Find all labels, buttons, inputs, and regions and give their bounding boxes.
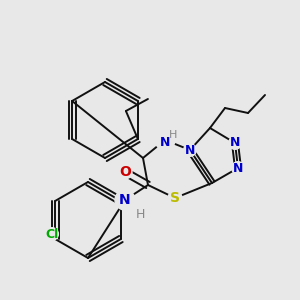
Text: O: O (119, 165, 131, 179)
Circle shape (118, 165, 132, 179)
Circle shape (229, 137, 241, 149)
Circle shape (168, 191, 182, 205)
Circle shape (46, 228, 58, 240)
Text: N: N (160, 136, 170, 148)
Circle shape (155, 130, 175, 150)
Text: H: H (169, 130, 177, 140)
Text: S: S (170, 191, 180, 205)
Text: Cl: Cl (46, 227, 59, 241)
Circle shape (184, 144, 196, 156)
Text: N: N (185, 143, 195, 157)
Text: H: H (135, 208, 145, 221)
Text: N: N (230, 136, 240, 149)
Text: N: N (119, 193, 131, 207)
Text: N: N (233, 161, 243, 175)
Circle shape (115, 190, 135, 210)
Circle shape (232, 162, 244, 174)
